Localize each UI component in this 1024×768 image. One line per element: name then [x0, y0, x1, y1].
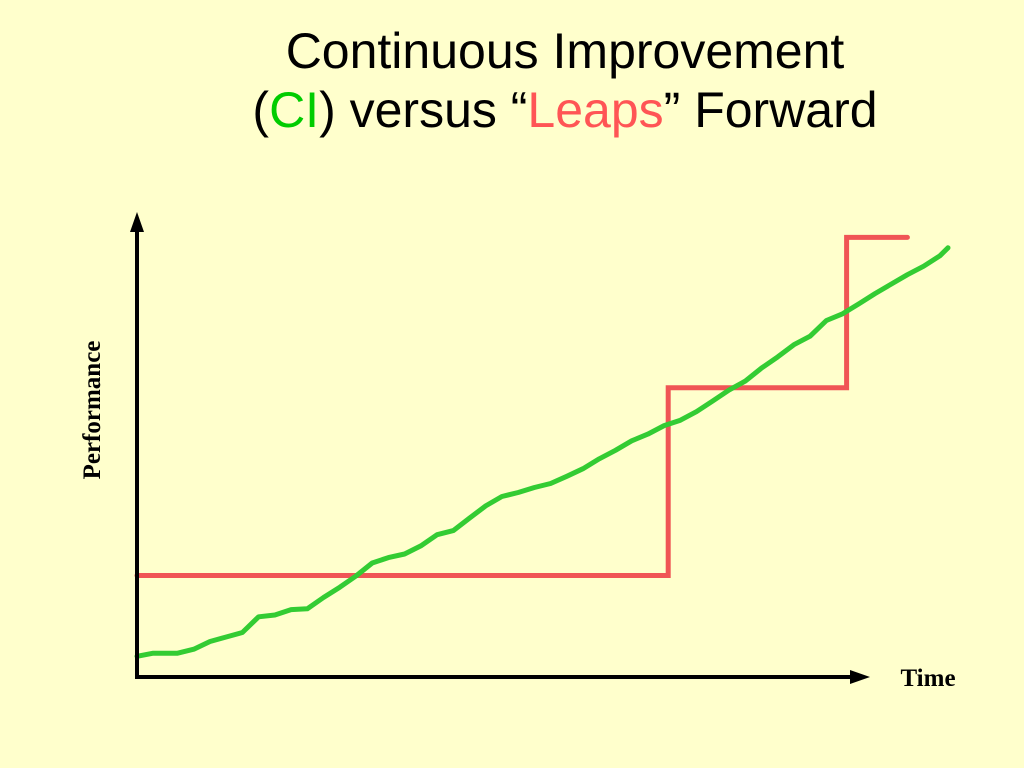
plot-lines	[134, 234, 951, 659]
title-versus: ) versus “	[319, 82, 528, 138]
title-line-1: Continuous Improvement	[285, 23, 845, 79]
axes	[130, 212, 870, 684]
title-line-2: (CI) versus “Leaps” Forward	[0, 81, 1024, 140]
x-axis-arrowhead	[850, 670, 870, 684]
series-line-leaps	[134, 234, 910, 578]
title-open-paren: (	[252, 82, 270, 138]
title-forward: ” Forward	[663, 82, 878, 138]
series-line-ci	[134, 245, 951, 659]
x-axis-label: Time	[900, 665, 955, 692]
slide-title: Continuous Improvement (CI) versus “Leap…	[0, 22, 1024, 140]
y-axis-arrowhead	[130, 212, 144, 232]
y-axis-label: Performance	[79, 341, 106, 480]
title-ci-term: CI	[269, 82, 320, 138]
title-leaps-term: Leaps	[527, 82, 664, 138]
